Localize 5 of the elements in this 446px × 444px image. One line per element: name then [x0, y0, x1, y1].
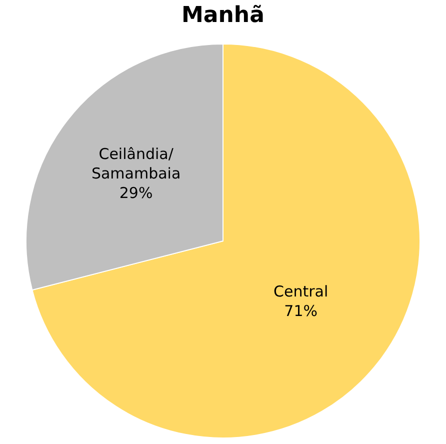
slice-label: Central — [274, 282, 328, 301]
data-label: 71% — [284, 302, 318, 320]
data-label: 29% — [119, 184, 153, 202]
chart-title: Manhã — [182, 3, 264, 28]
slice-label: Ceilândia/ Samambaia — [91, 145, 181, 183]
